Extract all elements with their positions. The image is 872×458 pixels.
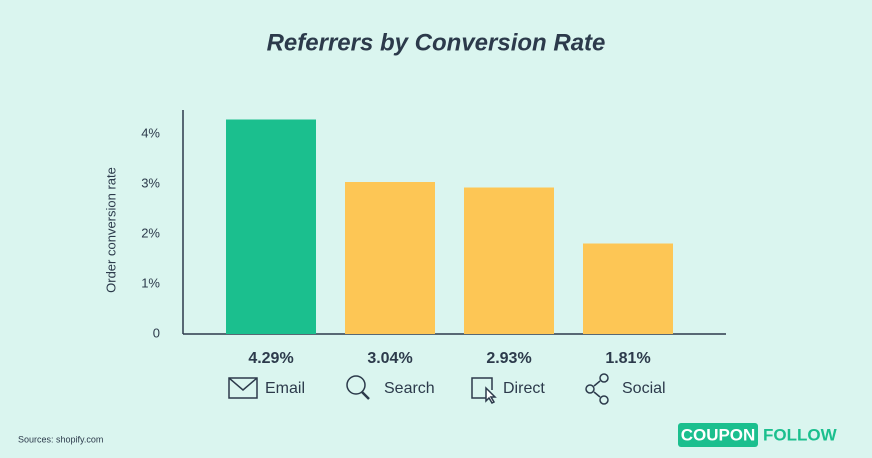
social-icon-b [585, 384, 595, 394]
y-tick-label: 4% [141, 125, 160, 140]
search-icon [346, 375, 366, 395]
value-label: 3.04% [367, 350, 412, 367]
x-tick-label: Search [384, 380, 435, 397]
direct-icon [471, 377, 493, 399]
bar [345, 182, 435, 334]
logo-box [678, 423, 758, 447]
social-icon-link [593, 380, 601, 387]
social-icon-a [599, 373, 609, 383]
social-icon-link [593, 391, 601, 398]
logo-left: COUPON [681, 425, 756, 444]
icons [228, 373, 609, 405]
bar [226, 119, 316, 334]
y-axis-label: Order conversion rate [103, 167, 118, 293]
search-icon-handle [361, 391, 370, 400]
x-tick-label: Social [622, 380, 666, 397]
bar [464, 187, 554, 334]
chart-title: Referrers by Conversion Rate [267, 29, 606, 56]
y-tick-label: 2% [141, 225, 160, 240]
value-label: 4.29% [248, 350, 293, 367]
value-label: 2.93% [486, 350, 531, 367]
y-tick-label: 3% [141, 175, 160, 190]
source: Sources: shopify.com [18, 434, 103, 444]
social-icon-c [599, 395, 609, 405]
email-icon [228, 377, 258, 399]
y-tick-label: 0 [153, 325, 160, 340]
x-tick-label: Email [265, 380, 305, 397]
bar [583, 243, 673, 334]
logo-right: FOLLOW [763, 425, 838, 444]
x-tick-label: Direct [503, 380, 545, 397]
email-icon-flap [228, 377, 258, 391]
value-label: 1.81% [605, 350, 650, 367]
direct-icon-cursor [485, 386, 497, 404]
y-tick-label: 1% [141, 275, 160, 290]
